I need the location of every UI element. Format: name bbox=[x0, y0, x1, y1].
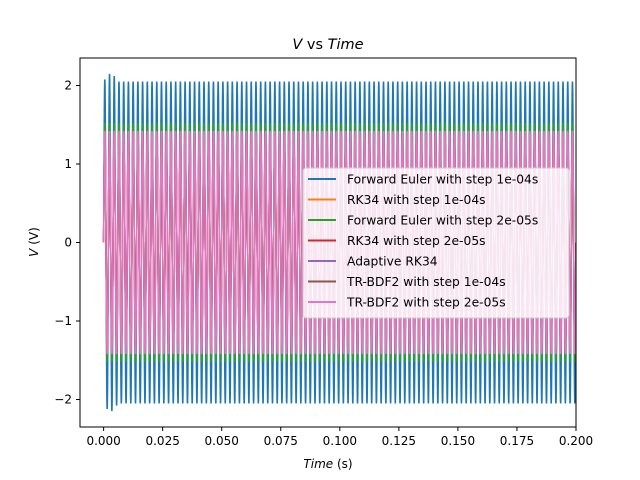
legend-label-tr-bdf2-with-step-1e-04s: TR-BDF2 with step 1e-04s bbox=[346, 275, 506, 289]
x-axis-label: Time (s) bbox=[303, 457, 352, 471]
y-axis-label-unit: (V) bbox=[27, 227, 41, 248]
title-variable-v: V bbox=[292, 37, 303, 53]
legend-label-rk34-with-step-1e-04s: RK34 with step 1e-04s bbox=[347, 193, 486, 207]
x-tick-label: 0.125 bbox=[382, 434, 416, 448]
x-tick-label: 0.050 bbox=[205, 434, 239, 448]
title-variable-time: Time bbox=[328, 37, 364, 53]
y-tick-label: −1 bbox=[54, 314, 72, 328]
x-tick-label: 0.100 bbox=[323, 434, 357, 448]
x-tick-label: 0.075 bbox=[264, 434, 298, 448]
ticks-layer: 0.000 0.025 0.050 0.075 0.100 0.125 0.150 0.175… bbox=[54, 78, 593, 448]
legend-label-forward-euler-with-step-1e-04s: Forward Euler with step 1e-04s bbox=[347, 173, 538, 187]
title-connector: vs bbox=[302, 37, 327, 53]
legend-items: Forward Euler with step 1e-04s RK34 with … bbox=[308, 173, 538, 310]
chart-title: V vs Time bbox=[292, 37, 363, 53]
legend-label-tr-bdf2-with-step-2e-05s: TR-BDF2 with step 2e-05s bbox=[346, 296, 506, 310]
legend-label-adaptive-rk34: Adaptive RK34 bbox=[347, 255, 438, 269]
legend-label-forward-euler-with-step-2e-05s: Forward Euler with step 2e-05s bbox=[347, 214, 538, 228]
x-axis-label-unit: (s) bbox=[333, 457, 352, 471]
legend-label-rk34-with-step-2e-05s: RK34 with step 2e-05s bbox=[347, 234, 486, 248]
x-tick-label: 0.000 bbox=[86, 434, 120, 448]
x-tick-label: 0.175 bbox=[500, 434, 534, 448]
x-axis-label-variable: Time bbox=[303, 457, 333, 471]
x-tick-label: 0.150 bbox=[441, 434, 475, 448]
x-tick-label: 0.025 bbox=[145, 434, 179, 448]
y-axis-label: V (V) bbox=[27, 227, 41, 257]
y-axis-label-variable: V bbox=[27, 248, 41, 257]
y-tick-label: −2 bbox=[54, 393, 72, 407]
legend-box bbox=[302, 167, 570, 319]
x-tick-label: 0.200 bbox=[559, 434, 593, 448]
y-tick-label: 0 bbox=[64, 236, 72, 250]
y-tick-label: 1 bbox=[64, 157, 72, 171]
y-tick-label: 2 bbox=[64, 78, 72, 92]
legend: Forward Euler with step 1e-04s RK34 with … bbox=[302, 167, 570, 319]
